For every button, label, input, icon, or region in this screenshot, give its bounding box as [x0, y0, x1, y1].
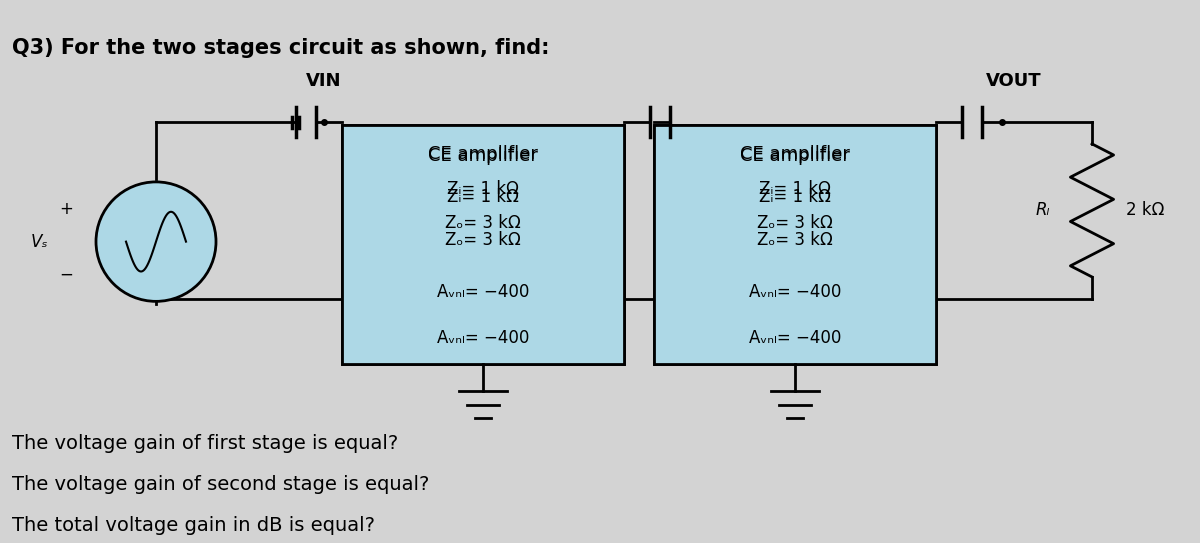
- Text: Zᵢ= 1 kΩ: Zᵢ= 1 kΩ: [760, 187, 830, 206]
- FancyBboxPatch shape: [654, 125, 936, 364]
- Text: The voltage gain of second stage is equal?: The voltage gain of second stage is equa…: [12, 475, 430, 494]
- FancyBboxPatch shape: [654, 125, 936, 364]
- Text: Zₒ= 3 kΩ: Zₒ= 3 kΩ: [445, 231, 521, 249]
- Text: Zᵢ= 1 kΩ: Zᵢ= 1 kΩ: [448, 180, 518, 198]
- Text: −: −: [59, 265, 73, 283]
- Text: Rₗ: Rₗ: [1036, 201, 1050, 219]
- FancyBboxPatch shape: [342, 125, 624, 364]
- Text: Aᵥₙₗ= −400: Aᵥₙₗ= −400: [749, 283, 841, 301]
- Text: The voltage gain of first stage is equal?: The voltage gain of first stage is equal…: [12, 434, 398, 453]
- Text: Vₛ: Vₛ: [30, 232, 48, 251]
- Text: Zᵢ= 1 kΩ: Zᵢ= 1 kΩ: [448, 187, 518, 206]
- Text: 2 kΩ: 2 kΩ: [1126, 201, 1164, 219]
- Text: VOUT: VOUT: [986, 72, 1042, 90]
- Text: CE amplifier: CE amplifier: [428, 144, 538, 162]
- Text: Q3) For the two stages circuit as shown, find:: Q3) For the two stages circuit as shown,…: [12, 38, 550, 58]
- Text: Zₒ= 3 kΩ: Zₒ= 3 kΩ: [757, 231, 833, 249]
- Text: The total voltage gain in dB is equal?: The total voltage gain in dB is equal?: [12, 516, 374, 535]
- Text: Aᵥₙₗ= −400: Aᵥₙₗ= −400: [749, 329, 841, 346]
- Ellipse shape: [96, 182, 216, 301]
- FancyBboxPatch shape: [342, 125, 624, 364]
- Text: CE amplifier: CE amplifier: [740, 147, 850, 165]
- Text: CE amplifier: CE amplifier: [428, 147, 538, 165]
- Text: Zᵢ= 1 kΩ: Zᵢ= 1 kΩ: [760, 180, 830, 198]
- Text: +: +: [59, 200, 73, 218]
- Text: Aᵥₙₗ= −400: Aᵥₙₗ= −400: [437, 329, 529, 346]
- Text: VIN: VIN: [306, 72, 342, 90]
- Text: Zₒ= 3 kΩ: Zₒ= 3 kΩ: [445, 214, 521, 232]
- Text: Aᵥₙₗ= −400: Aᵥₙₗ= −400: [437, 283, 529, 301]
- Text: Zₒ= 3 kΩ: Zₒ= 3 kΩ: [757, 214, 833, 232]
- Text: CE amplifier: CE amplifier: [740, 144, 850, 162]
